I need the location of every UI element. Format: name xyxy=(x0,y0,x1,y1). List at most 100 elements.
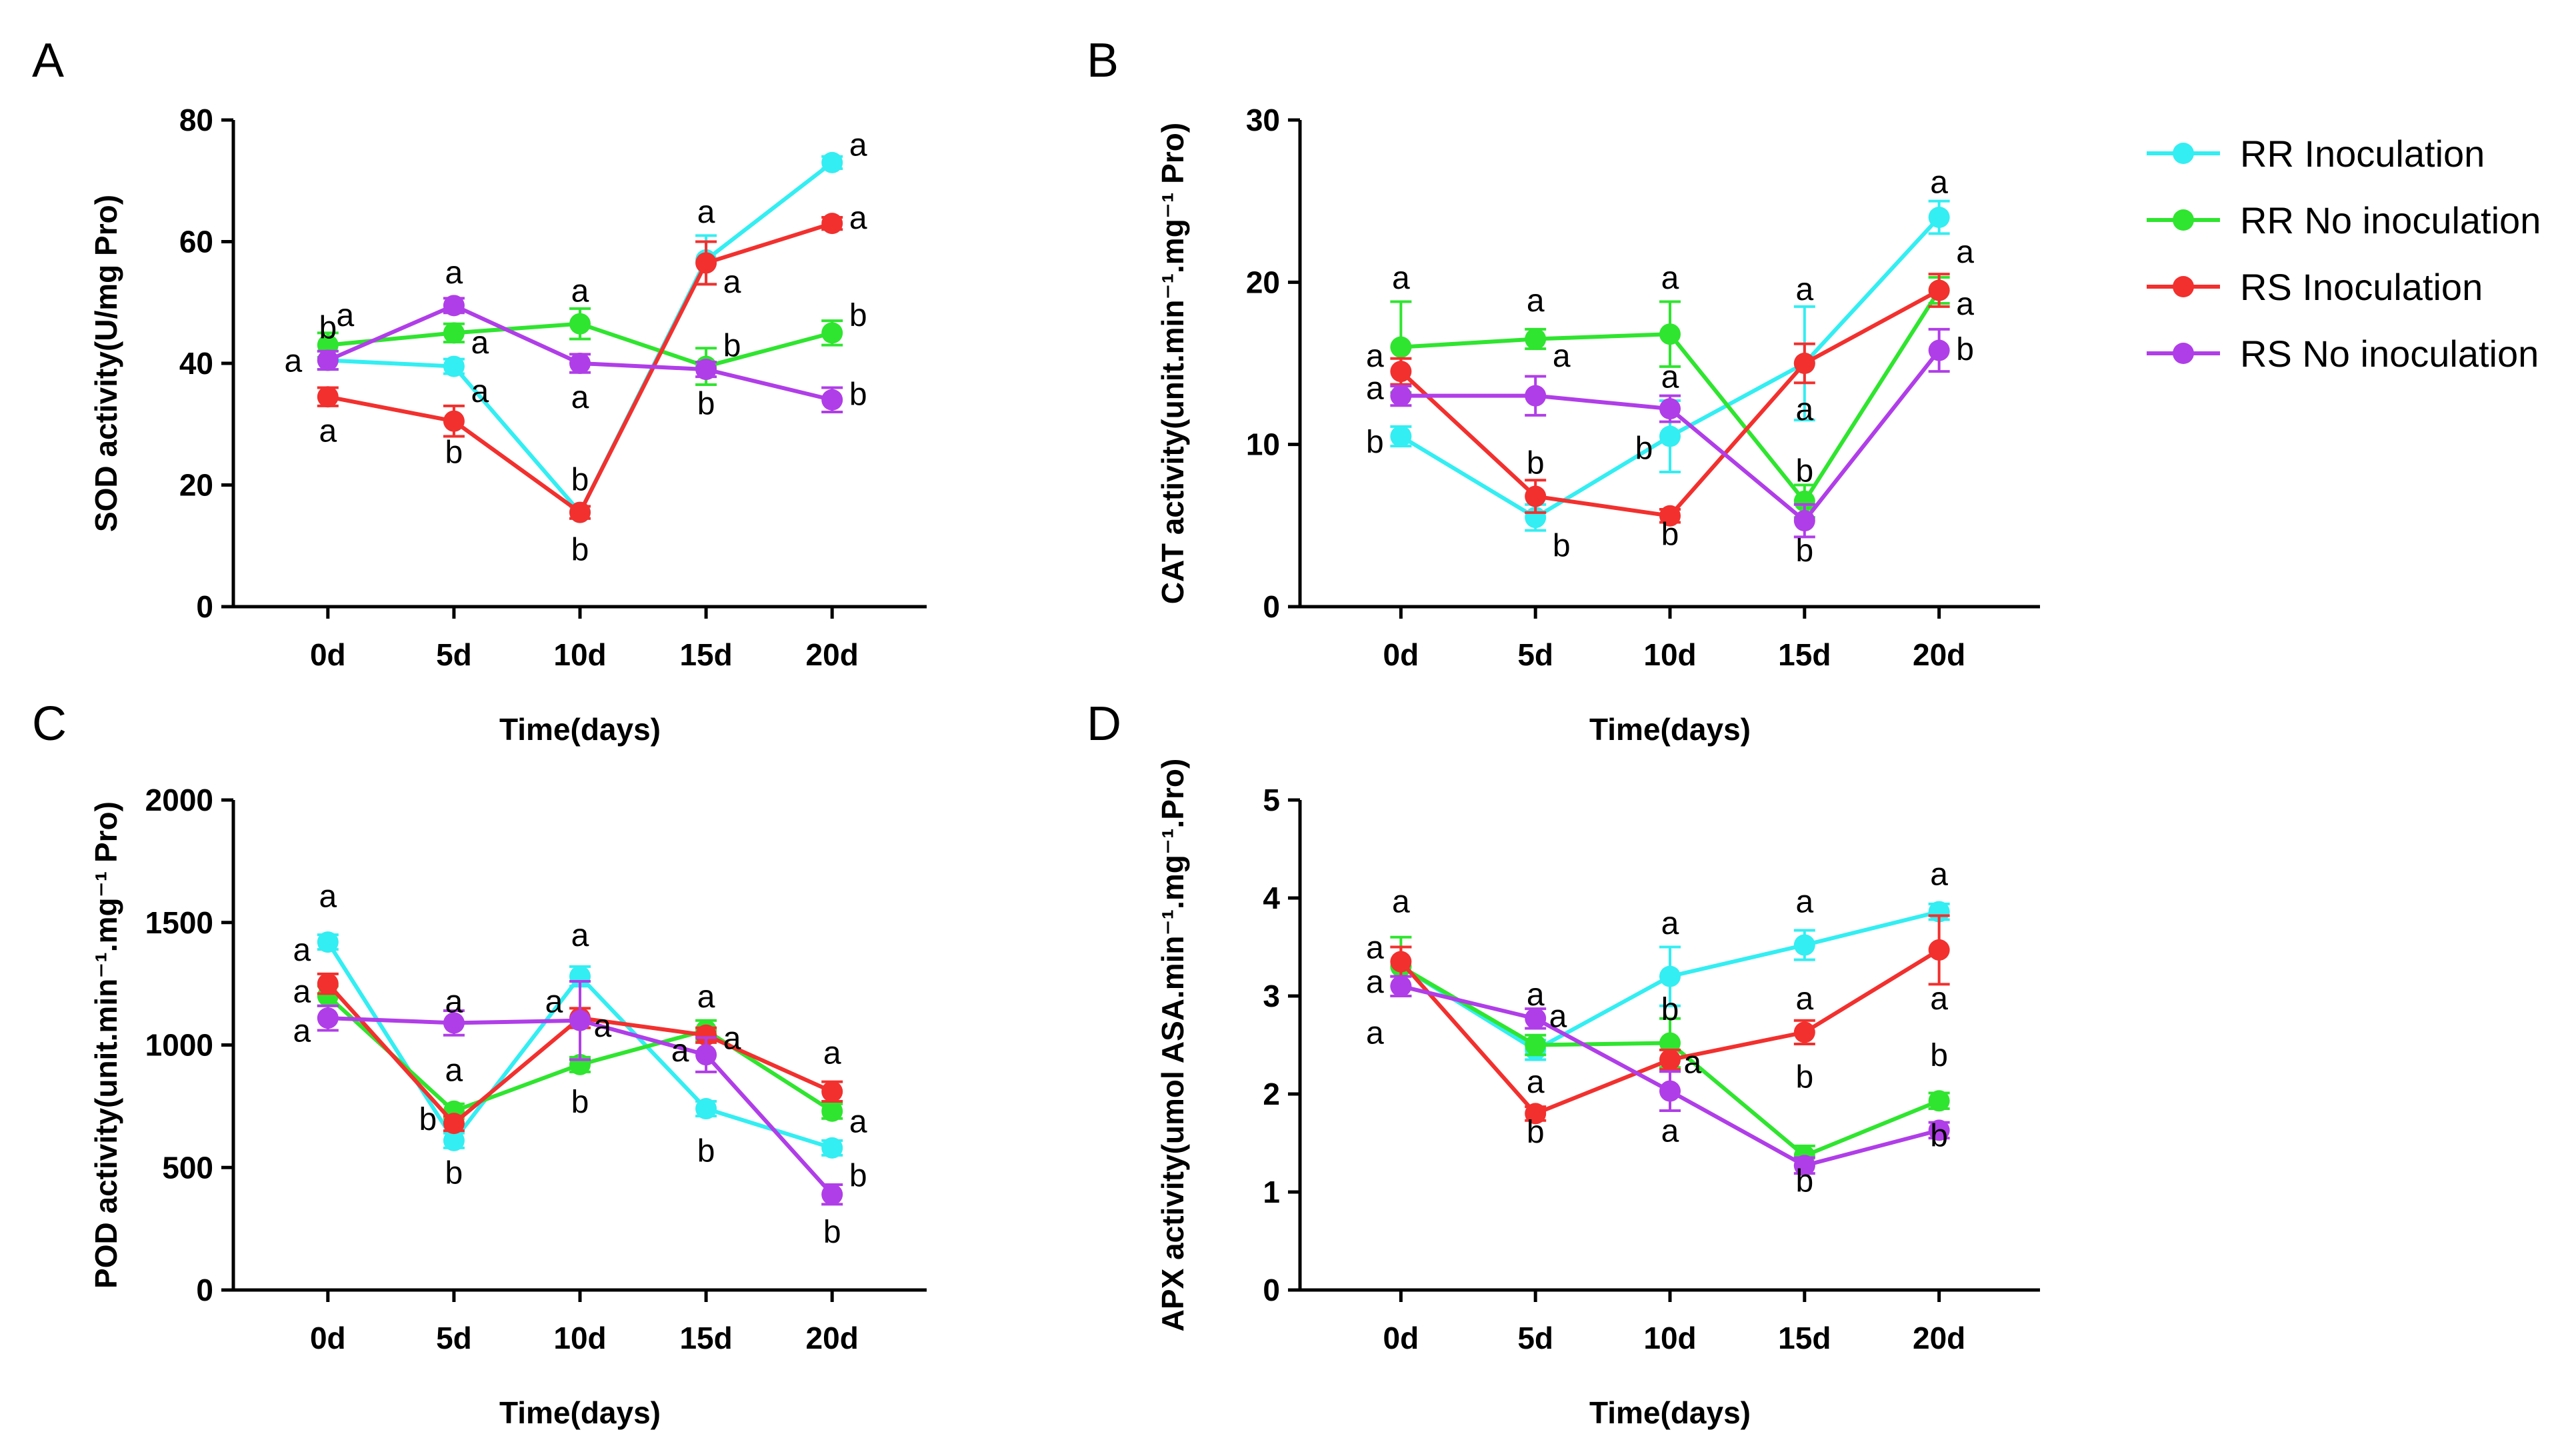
significance-letter: a xyxy=(1930,165,1948,200)
significance-letter: a xyxy=(1956,287,1974,322)
significance-letter: a xyxy=(697,979,715,1015)
data-point xyxy=(1390,425,1412,447)
significance-letter: a xyxy=(1366,931,1384,966)
data-point xyxy=(1390,361,1412,383)
data-point xyxy=(1525,1007,1547,1029)
significance-letter: b xyxy=(697,386,715,421)
y-tick-label: 1000 xyxy=(145,1028,213,1063)
significance-letter: b xyxy=(1366,425,1384,460)
x-tick-label: 5d xyxy=(1517,1321,1553,1355)
y-axis-title: CAT activity(unit.min⁻¹.mg⁻¹ Pro) xyxy=(1155,123,1190,604)
significance-letter: a xyxy=(1549,999,1567,1034)
data-point xyxy=(821,1100,843,1122)
significance-letter: b xyxy=(419,1102,437,1137)
significance-letter: b xyxy=(1795,1060,1813,1095)
legend: RR Inoculation RR No inoculation RS Inocul… xyxy=(2147,133,2541,375)
data-point xyxy=(821,389,843,411)
legend-label: RS Inoculation xyxy=(2240,266,2483,308)
legend-item: RR Inoculation xyxy=(2147,133,2485,175)
data-point xyxy=(1793,490,1815,512)
legend-label: RR Inoculation xyxy=(2240,133,2485,175)
significance-letter: a xyxy=(571,918,589,953)
significance-letter: b xyxy=(849,377,867,413)
data-point xyxy=(1793,1155,1815,1177)
significance-letter: a xyxy=(445,255,463,291)
significance-letter: b xyxy=(1661,992,1679,1027)
data-point xyxy=(1793,934,1815,956)
significance-letter: a xyxy=(1392,261,1410,296)
significance-letter: a xyxy=(319,879,337,914)
significance-letter: a xyxy=(1795,272,1813,307)
series-rr-no-inoculation xyxy=(317,307,843,386)
series-rs-no-inoculation xyxy=(317,979,843,1206)
significance-letter: b xyxy=(571,462,589,497)
significance-letter: a xyxy=(1661,906,1679,941)
significance-letter: a xyxy=(1366,371,1384,407)
y-tick-label: 5 xyxy=(1263,783,1280,817)
data-point xyxy=(317,349,339,371)
data-point xyxy=(821,322,843,344)
series-rs-no-inoculation xyxy=(1390,327,1950,539)
significance-letter: b xyxy=(445,435,463,470)
data-point xyxy=(1659,965,1681,987)
significance-letter: a xyxy=(823,1036,841,1071)
legend-marker xyxy=(2173,143,2194,164)
significance-letter: a xyxy=(1930,857,1948,892)
significance-letter: a xyxy=(471,325,489,361)
data-point xyxy=(1928,207,1950,228)
significance-letter: a xyxy=(293,1013,311,1049)
significance-letter: b xyxy=(1930,1119,1948,1154)
panel-label: D xyxy=(1087,697,1121,751)
significance-letter: b xyxy=(1661,517,1679,553)
significance-letter: a xyxy=(1366,1015,1384,1051)
x-tick-label: 10d xyxy=(553,637,606,672)
data-point xyxy=(1793,1021,1815,1043)
data-point xyxy=(443,1113,465,1135)
y-tick-label: 10 xyxy=(1246,427,1280,462)
significance-letter: b xyxy=(1956,332,1974,367)
significance-letter: a xyxy=(1527,283,1545,319)
significance-letter: a xyxy=(1661,1113,1679,1149)
panel-d: D 0 1 2 3 4 5 0d 5d 10d 15d 20d Time(days) APX activi… xyxy=(1087,697,2040,1430)
data-point xyxy=(1659,323,1681,345)
legend-label: RR No inoculation xyxy=(2240,199,2541,241)
x-tick-label: 10d xyxy=(553,1321,606,1355)
significance-letter: b xyxy=(1553,529,1571,564)
y-tick-label: 0 xyxy=(1263,589,1280,624)
significance-letter: b xyxy=(1795,454,1813,489)
significance-letter: a xyxy=(723,265,741,300)
significance-letter: a xyxy=(336,298,354,333)
x-tick-label: 10d xyxy=(1643,637,1696,672)
data-point xyxy=(443,295,465,317)
series-rs-inoculation xyxy=(1390,914,1950,1125)
significance-letter: a xyxy=(723,1021,741,1056)
panel-label: A xyxy=(32,34,64,87)
significance-letter: a xyxy=(445,1053,463,1088)
series-rs-inoculation xyxy=(317,213,843,523)
data-point xyxy=(821,1081,843,1103)
y-tick-label: 3 xyxy=(1263,979,1280,1013)
data-point xyxy=(1525,485,1547,507)
x-axis-title: Time(days) xyxy=(1589,1395,1751,1430)
data-point xyxy=(443,322,465,344)
significance-letter: a xyxy=(1661,359,1679,395)
y-tick-label: 2000 xyxy=(145,783,213,817)
legend-label: RS No inoculation xyxy=(2240,333,2539,375)
data-point xyxy=(1390,385,1412,407)
significance-letter: a xyxy=(284,343,302,379)
panel-label: C xyxy=(32,697,67,751)
y-tick-label: 2 xyxy=(1263,1077,1280,1111)
data-point xyxy=(569,313,591,335)
significance-letter: b xyxy=(1527,1115,1545,1150)
significance-letter: a xyxy=(471,374,489,409)
data-point xyxy=(569,353,591,374)
y-tick-label: 0 xyxy=(196,589,213,624)
y-tick-label: 1500 xyxy=(145,905,213,940)
data-point xyxy=(695,1044,717,1066)
significance-letter: b xyxy=(1795,533,1813,569)
data-point xyxy=(317,386,339,408)
significance-letter: a xyxy=(1683,1045,1701,1080)
significance-letter: b xyxy=(1527,445,1545,481)
